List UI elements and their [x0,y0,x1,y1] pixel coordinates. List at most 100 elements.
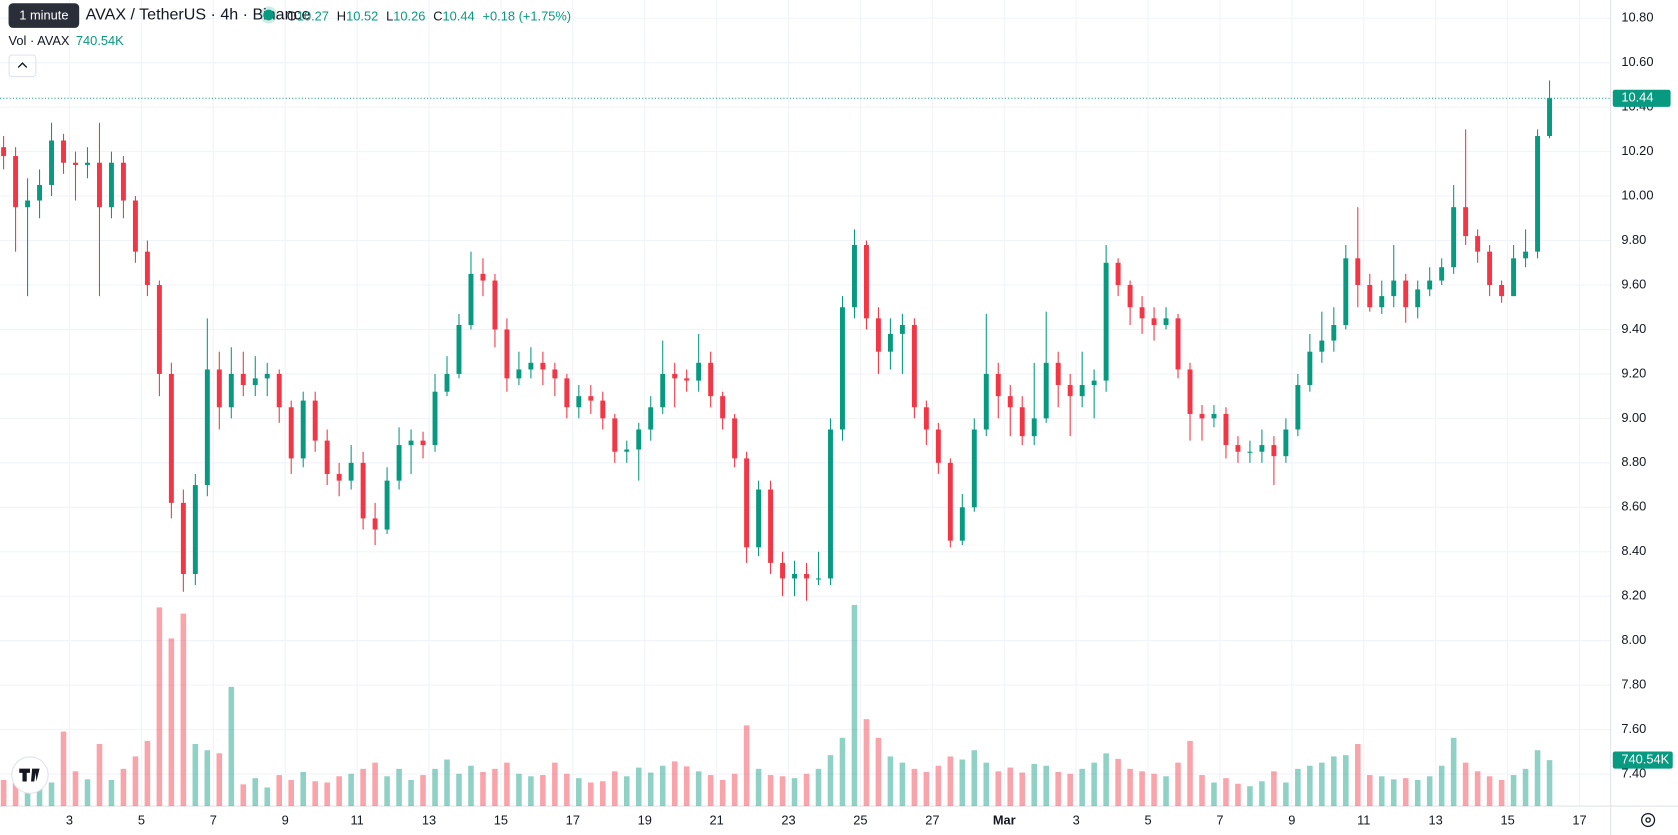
volume-bar [1474,771,1481,807]
ohlc-value: 10.27 [296,8,329,24]
volume-bar [1175,762,1181,807]
volume-bar [588,782,594,807]
candle-body [73,162,78,165]
candle-body [851,244,857,308]
volume-bar [1211,782,1217,807]
volume-title: Vol · AVAX [8,33,70,49]
candle-body [1,147,7,157]
candle-body [444,373,450,392]
candle-body [1127,284,1133,308]
volume-bar [1414,780,1421,807]
x-tick-label: 7 [210,812,217,827]
candle-body [1199,413,1205,419]
volume-bar [983,762,990,807]
candle-body [1343,258,1349,326]
volume-value: 740.54K [75,33,124,49]
volume-bar [480,771,486,807]
volume-bar [1510,775,1517,807]
candle-body [180,502,186,574]
candle-body [1079,385,1085,397]
x-tick-label: 11 [1357,812,1370,827]
y-tick-label: 10.20 [1621,143,1653,158]
collapse-button[interactable] [8,54,37,78]
candle-body [1055,362,1061,386]
x-tick-label: 13 [1429,812,1443,827]
candle-body [911,325,917,408]
volume-bar [611,771,618,807]
volume-bar [1319,762,1325,807]
x-tick-label: 11 [350,812,363,827]
y-tick-label: 7.40 [1621,765,1646,780]
candle-body [887,333,893,352]
volume-bar [1019,772,1026,807]
candle-body [216,369,222,408]
y-tick-label: 7.60 [1621,721,1646,736]
candle-body [1151,318,1157,326]
candle-body [959,507,965,541]
volume-bar [995,771,1002,807]
candle-body [1019,407,1025,437]
candle-body [1139,307,1145,319]
candle-body [132,200,138,252]
volume-bar [1115,758,1121,807]
candle-body [1223,413,1229,446]
candle-body [1163,318,1169,326]
candle-body [1367,284,1373,308]
candle-body [516,369,522,379]
candle-body [1463,207,1469,237]
volume-bar [1343,755,1349,807]
x-tick-label: 25 [853,812,867,827]
y-tick-label: 8.80 [1621,454,1646,469]
volume-bar [707,775,714,807]
volume-bar [0,780,7,807]
volume-bar [1426,776,1433,807]
candle-body [432,391,438,446]
candle-body [504,329,510,379]
candle-body [408,440,414,446]
volume-bar [1139,771,1145,807]
ohlc-values: O10.27 H10.52 L10.26 C10.44 +0.18 (+1.75… [287,9,576,24]
candle-body [1391,280,1397,297]
volume-bar [528,776,534,807]
candle-body [228,373,234,408]
volume-bar [192,743,199,807]
candle-body [768,489,774,563]
candle-body [85,162,90,165]
candle-body [49,140,54,185]
volume-bar [396,768,402,807]
tooltip: 1 minute [8,3,80,28]
volume-bar [336,776,342,807]
volume-bar [1055,771,1061,807]
x-tick-label: 23 [781,812,795,827]
candle-body [264,373,270,379]
candle-body [564,378,570,408]
volume-bar [516,773,522,807]
y-tick-label: 9.00 [1621,410,1646,425]
candle-body [1043,362,1049,419]
volume-bar [863,719,870,807]
candle-body [1259,445,1265,452]
candle-body [1187,369,1193,414]
candle-body [276,373,282,408]
volume-bar [695,771,702,807]
volume-bar [875,737,882,807]
candle-body [1439,267,1445,281]
candle-body [61,140,66,163]
x-tick-label: 5 [138,812,145,827]
x-tick-label: 5 [1144,812,1151,827]
candle-body [636,429,642,450]
legend-header: AVAX / TetherUS · 4h · Binance 1 minute … [0,0,963,86]
y-tick-label: 10.80 [1621,10,1653,25]
candle-body [1523,251,1529,259]
logo-mark [19,768,40,782]
candle-body [672,373,678,379]
candle-body [1451,207,1457,268]
volume-bar [1307,765,1313,807]
volume-tag [1612,751,1673,769]
candle-body [1007,396,1013,408]
symbol-title[interactable]: AVAX / TetherUS · 4h · Binance [85,5,311,24]
candle-body [1103,262,1109,381]
volume-bar [552,762,558,807]
volume-bar [1163,776,1169,807]
